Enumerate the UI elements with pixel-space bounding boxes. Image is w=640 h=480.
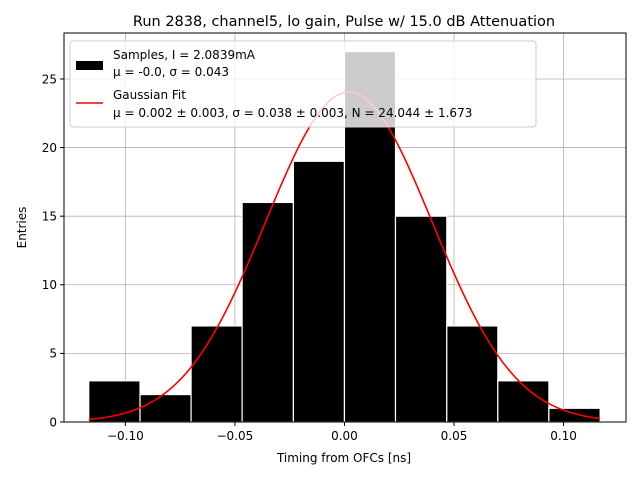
histogram-bar [139, 393, 192, 423]
x-tick-label: 0.00 [331, 429, 358, 443]
histogram-bar [497, 380, 550, 423]
histogram-bar [446, 325, 499, 423]
y-tick-label: 0 [49, 415, 57, 429]
x-axis-ticks: −0.10 −0.05 0.00 0.05 0.10 [107, 422, 577, 443]
x-tick-label: −0.05 [217, 429, 254, 443]
x-axis-label: Timing from OFCs [ns] [276, 451, 411, 465]
histogram-bar [190, 325, 243, 423]
y-tick-label: 25 [42, 72, 57, 86]
y-tick-label: 20 [42, 141, 57, 155]
histogram-bar [241, 201, 295, 423]
legend-swatch-samples [76, 61, 103, 70]
legend-frame [69, 40, 537, 128]
y-tick-label: 15 [42, 209, 57, 223]
plot-frame [63, 32, 627, 423]
legend-fit-line1: Gaussian Fit [113, 88, 186, 102]
chart-title: Run 2838, channel5, lo gain, Pulse w/ 15… [133, 14, 555, 30]
x-tick-label: −0.10 [107, 429, 144, 443]
y-tick-label: 5 [49, 347, 57, 361]
y-axis-ticks: 0 5 10 15 20 25 [42, 72, 64, 429]
legend: Samples, I = 2.0839mA μ = -0.0, σ = 0.04… [69, 40, 537, 128]
histogram-bar [548, 407, 601, 423]
y-axis-label: Entries [15, 207, 29, 249]
legend-samples-line2: μ = -0.0, σ = 0.043 [113, 65, 229, 79]
legend-fit-line2: μ = 0.002 ± 0.003, σ = 0.038 ± 0.003, N … [113, 106, 472, 120]
legend-samples-line1: Samples, I = 2.0839mA [113, 48, 256, 62]
x-tick-label: 0.10 [550, 429, 577, 443]
histogram-bar [394, 215, 448, 423]
y-tick-label: 10 [42, 278, 57, 292]
histogram-bar [292, 160, 346, 423]
x-tick-label: 0.05 [441, 429, 468, 443]
